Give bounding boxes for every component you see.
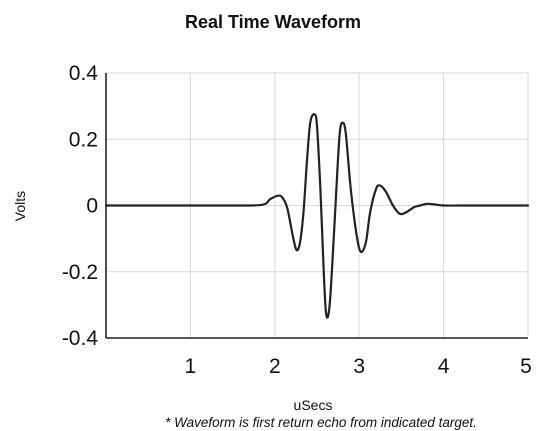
waveform-data-point	[365, 241, 366, 242]
waveform-data-point	[527, 205, 528, 206]
waveform-data-point	[356, 235, 357, 236]
waveform-data-point	[296, 250, 297, 251]
waveform-data-point	[485, 205, 486, 206]
waveform-data-point	[283, 198, 284, 199]
footnote: * Waveform is first return echo from ind…	[165, 415, 477, 430]
waveform-data-point	[392, 205, 393, 206]
waveform-data-point	[370, 212, 371, 213]
waveform-data-point	[342, 122, 343, 123]
waveform-data-point	[287, 208, 288, 209]
waveform-data-point	[460, 205, 461, 206]
waveform-data-point	[360, 251, 361, 252]
x-tick-label: 2	[269, 355, 281, 378]
y-tick-label: -0.2	[62, 261, 98, 284]
y-tick-label: -0.4	[62, 327, 99, 350]
waveform-data-point	[413, 207, 414, 208]
waveform-data-point	[300, 241, 301, 242]
chart-title: Real Time Waveform	[185, 12, 361, 32]
waveform-data-point	[320, 188, 321, 189]
waveform-data-point	[375, 188, 376, 189]
waveform-data-point	[278, 195, 279, 196]
y-tick-label: 0	[86, 195, 98, 218]
waveform-data-point	[350, 188, 351, 189]
waveform-data-point	[399, 213, 400, 214]
waveform-data-point	[435, 204, 436, 205]
waveform-data-point	[293, 238, 294, 239]
waveform-data-point	[406, 212, 407, 213]
waveform-data-point	[306, 162, 307, 163]
waveform-data-point	[345, 132, 346, 133]
waveform-data-point	[190, 205, 191, 206]
waveform-data-point	[323, 271, 324, 272]
waveform-data-point	[419, 205, 420, 206]
waveform-data-point	[303, 212, 304, 213]
waveform-data-point	[337, 172, 338, 173]
waveform-data-point	[316, 125, 317, 126]
waveform-data-point	[329, 304, 330, 305]
waveform-data-point	[148, 205, 149, 206]
waveform-data-point	[232, 205, 233, 206]
waveform-data-point	[326, 314, 327, 315]
x-tick-labels: 1 2 3 4 5	[185, 355, 532, 378]
waveform-data-point	[105, 205, 106, 206]
waveform-data-point	[339, 132, 340, 133]
waveform-data-point	[262, 204, 263, 205]
x-tick-label: 5	[520, 355, 532, 378]
waveform-data-point	[270, 198, 271, 199]
x-tick-label: 4	[438, 355, 450, 378]
x-tick-label: 3	[353, 355, 365, 378]
y-tick-labels: 0.4 0.2 0 -0.2 -0.4	[62, 62, 99, 350]
x-tick-label: 1	[185, 355, 197, 378]
waveform-data-point	[386, 192, 387, 193]
y-tick-label: 0.4	[69, 62, 99, 85]
waveform-data-point	[443, 205, 444, 206]
series-group	[104, 113, 530, 319]
waveform-data-point	[310, 122, 311, 123]
waveform-data-point	[314, 114, 315, 115]
waveform-data-point	[333, 235, 334, 236]
x-axis-label: uSecs	[294, 397, 333, 413]
waveform-data-point	[380, 185, 381, 186]
waveform-data-point	[426, 203, 427, 204]
y-tick-label: 0.2	[69, 128, 98, 151]
waveform-series-line	[104, 113, 530, 319]
y-axis-label: Volts	[12, 191, 28, 221]
